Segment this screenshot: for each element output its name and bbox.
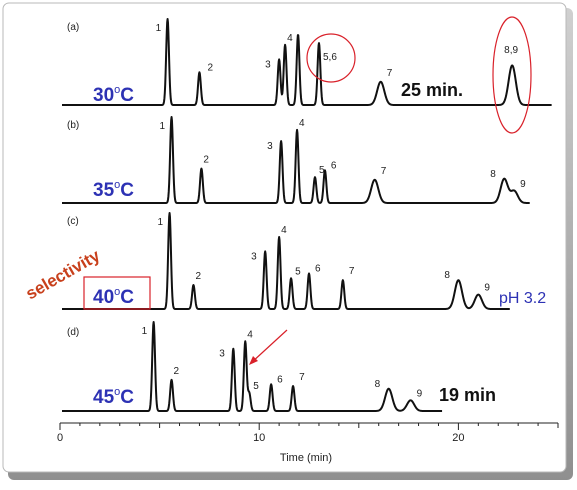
arrow-shaft: [250, 329, 288, 364]
side-note: 19 min: [439, 385, 496, 405]
panel-a: (a) 1 2 3 4 7 8,9 30oC 25 min. 5,6: [61, 16, 553, 134]
temperature-unit: C: [120, 287, 134, 308]
peak-label: 4: [299, 118, 305, 129]
x-axis-label: Time (min): [280, 452, 332, 464]
x-axis: 0 10 20: [57, 422, 559, 444]
peak-label: 4: [281, 225, 287, 236]
side-note: pH 3.2: [499, 290, 546, 307]
peak-label: 9: [484, 283, 490, 294]
peak-label: 9: [520, 179, 526, 190]
temperature-degree: o: [114, 84, 120, 96]
peak-label: 5: [253, 381, 259, 392]
peak-label: 9: [417, 388, 423, 399]
peak-label: 8,9: [504, 45, 518, 56]
peak-label: 2: [195, 271, 201, 282]
peak-label: 7: [387, 68, 393, 79]
temperature-unit: C: [120, 85, 134, 106]
temperature-label: 45oC: [93, 386, 134, 408]
highlight-circle-5-6: [306, 33, 356, 83]
temperature-degree: o: [114, 179, 120, 191]
peak-label: 3: [251, 251, 257, 262]
panel-label: (b): [67, 120, 79, 131]
x-tick-label: 10: [253, 432, 265, 444]
peak-label: 7: [381, 166, 387, 177]
peak-label: 2: [174, 366, 180, 377]
peak-label: 1: [160, 121, 166, 132]
temperature-value: 40: [93, 287, 114, 308]
trace-a: [61, 18, 553, 106]
temperature-label: 35oC: [93, 179, 134, 201]
temperature-unit: C: [120, 180, 134, 201]
temperature-label: 40oC: [93, 286, 134, 308]
peak-label: 2: [203, 155, 209, 166]
peak-label: 7: [299, 372, 305, 383]
peak-label: 3: [265, 59, 271, 70]
temperature-value: 45: [93, 387, 115, 408]
highlight-ellipse-8-9: [492, 16, 532, 134]
temperature-label: 30oC: [93, 84, 134, 106]
highlight-box: [83, 276, 151, 310]
peak-label: 6: [277, 374, 283, 385]
peak-label: 6: [315, 263, 321, 274]
peak-label: 2: [207, 62, 213, 73]
peak-label: 6: [331, 160, 337, 171]
peak-label: 7: [349, 266, 355, 277]
panel-label: (c): [67, 216, 79, 227]
temperature-degree: o: [114, 386, 120, 398]
temperature-unit: C: [120, 387, 134, 408]
temperature-value: 30: [93, 85, 114, 106]
peak-label-5-6: 5,6: [323, 52, 337, 63]
panel-label: (a): [67, 22, 79, 33]
trace-b: [61, 116, 531, 204]
peak-label: 4: [247, 330, 253, 341]
panel-label: (d): [67, 327, 79, 338]
peak-label: 4: [287, 33, 293, 44]
peak-label: 5: [319, 165, 325, 176]
temperature-value: 35: [93, 180, 115, 201]
panel-b: (b) 1 2 3 4 5 6 7 8 9 35oC: [61, 116, 531, 204]
peak-label: 8: [490, 169, 496, 180]
peak-label: 3: [219, 349, 225, 360]
peak-label: 8: [444, 270, 450, 281]
x-tick-label: 0: [57, 432, 63, 444]
trace-d: [61, 321, 443, 412]
peak-label: 1: [142, 326, 148, 337]
peak-label: 8: [375, 379, 381, 390]
arrow-head: [249, 356, 258, 365]
side-note: 25 min.: [401, 80, 463, 100]
peak-label: 3: [267, 141, 273, 152]
frame: [2, 2, 567, 473]
peak-label: 5: [295, 266, 301, 277]
peak-label: 1: [156, 23, 162, 34]
temperature-degree: o: [114, 286, 120, 298]
x-tick-label: 20: [452, 432, 464, 444]
peak-label: 1: [158, 217, 164, 228]
